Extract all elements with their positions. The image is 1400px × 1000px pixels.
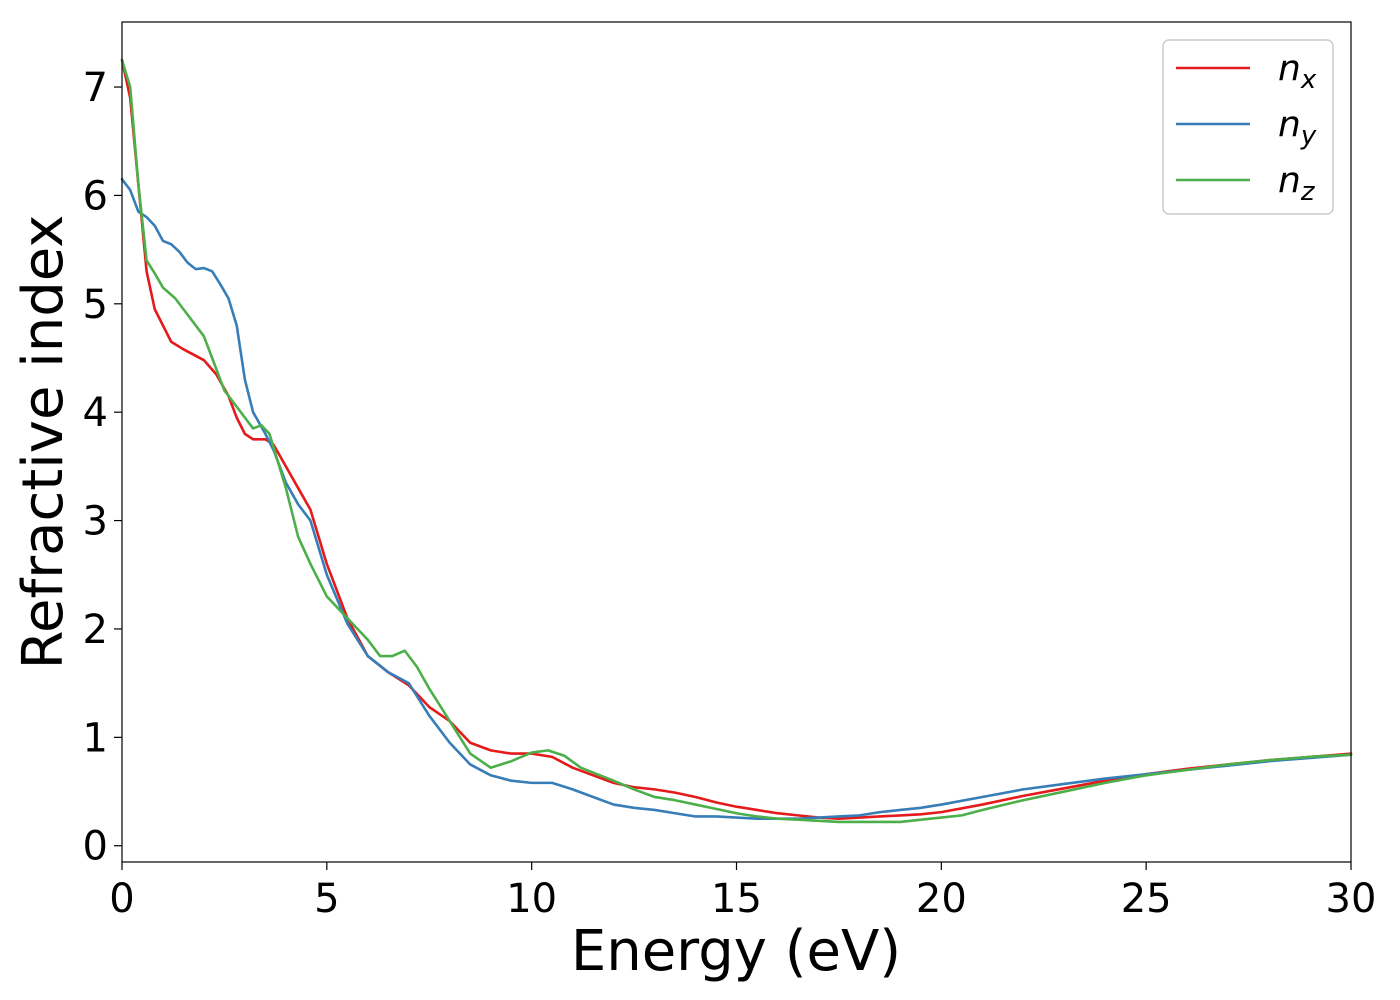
y-tick-label: 3 bbox=[83, 499, 108, 545]
x-tick-label: 30 bbox=[1326, 876, 1377, 922]
x-tick-label: 5 bbox=[314, 876, 339, 922]
x-axis: 0 5 10 15 20 25 30 bbox=[109, 862, 1376, 922]
x-tick-label: 10 bbox=[506, 876, 557, 922]
legend-label-nz: nz bbox=[1278, 160, 1316, 207]
x-tick-label: 0 bbox=[109, 876, 134, 922]
y-tick-label: 2 bbox=[83, 607, 108, 653]
legend-label-ny: ny bbox=[1278, 104, 1317, 151]
y-tick-label: 7 bbox=[83, 65, 108, 111]
y-axis: 0 1 2 3 4 5 6 7 bbox=[83, 65, 122, 870]
y-tick-label: 6 bbox=[83, 173, 108, 219]
plot-area bbox=[122, 22, 1351, 862]
legend: nx ny nz bbox=[1162, 39, 1334, 215]
y-tick-label: 0 bbox=[83, 824, 108, 870]
x-tick-label: 20 bbox=[916, 876, 967, 922]
legend-label-nx: nx bbox=[1278, 48, 1317, 95]
legend-box bbox=[1162, 39, 1334, 215]
y-tick-label: 4 bbox=[83, 390, 108, 436]
y-axis-title: Refractive index bbox=[11, 215, 76, 670]
x-tick-label: 25 bbox=[1121, 876, 1172, 922]
series-layer bbox=[120, 58, 1353, 824]
x-axis-title: Energy (eV) bbox=[571, 919, 901, 984]
y-tick-label: 1 bbox=[83, 715, 108, 761]
y-tick-label: 5 bbox=[83, 282, 108, 328]
series-line-ny bbox=[120, 177, 1353, 820]
x-tick-label: 15 bbox=[711, 876, 762, 922]
series-line-nz bbox=[120, 58, 1353, 824]
